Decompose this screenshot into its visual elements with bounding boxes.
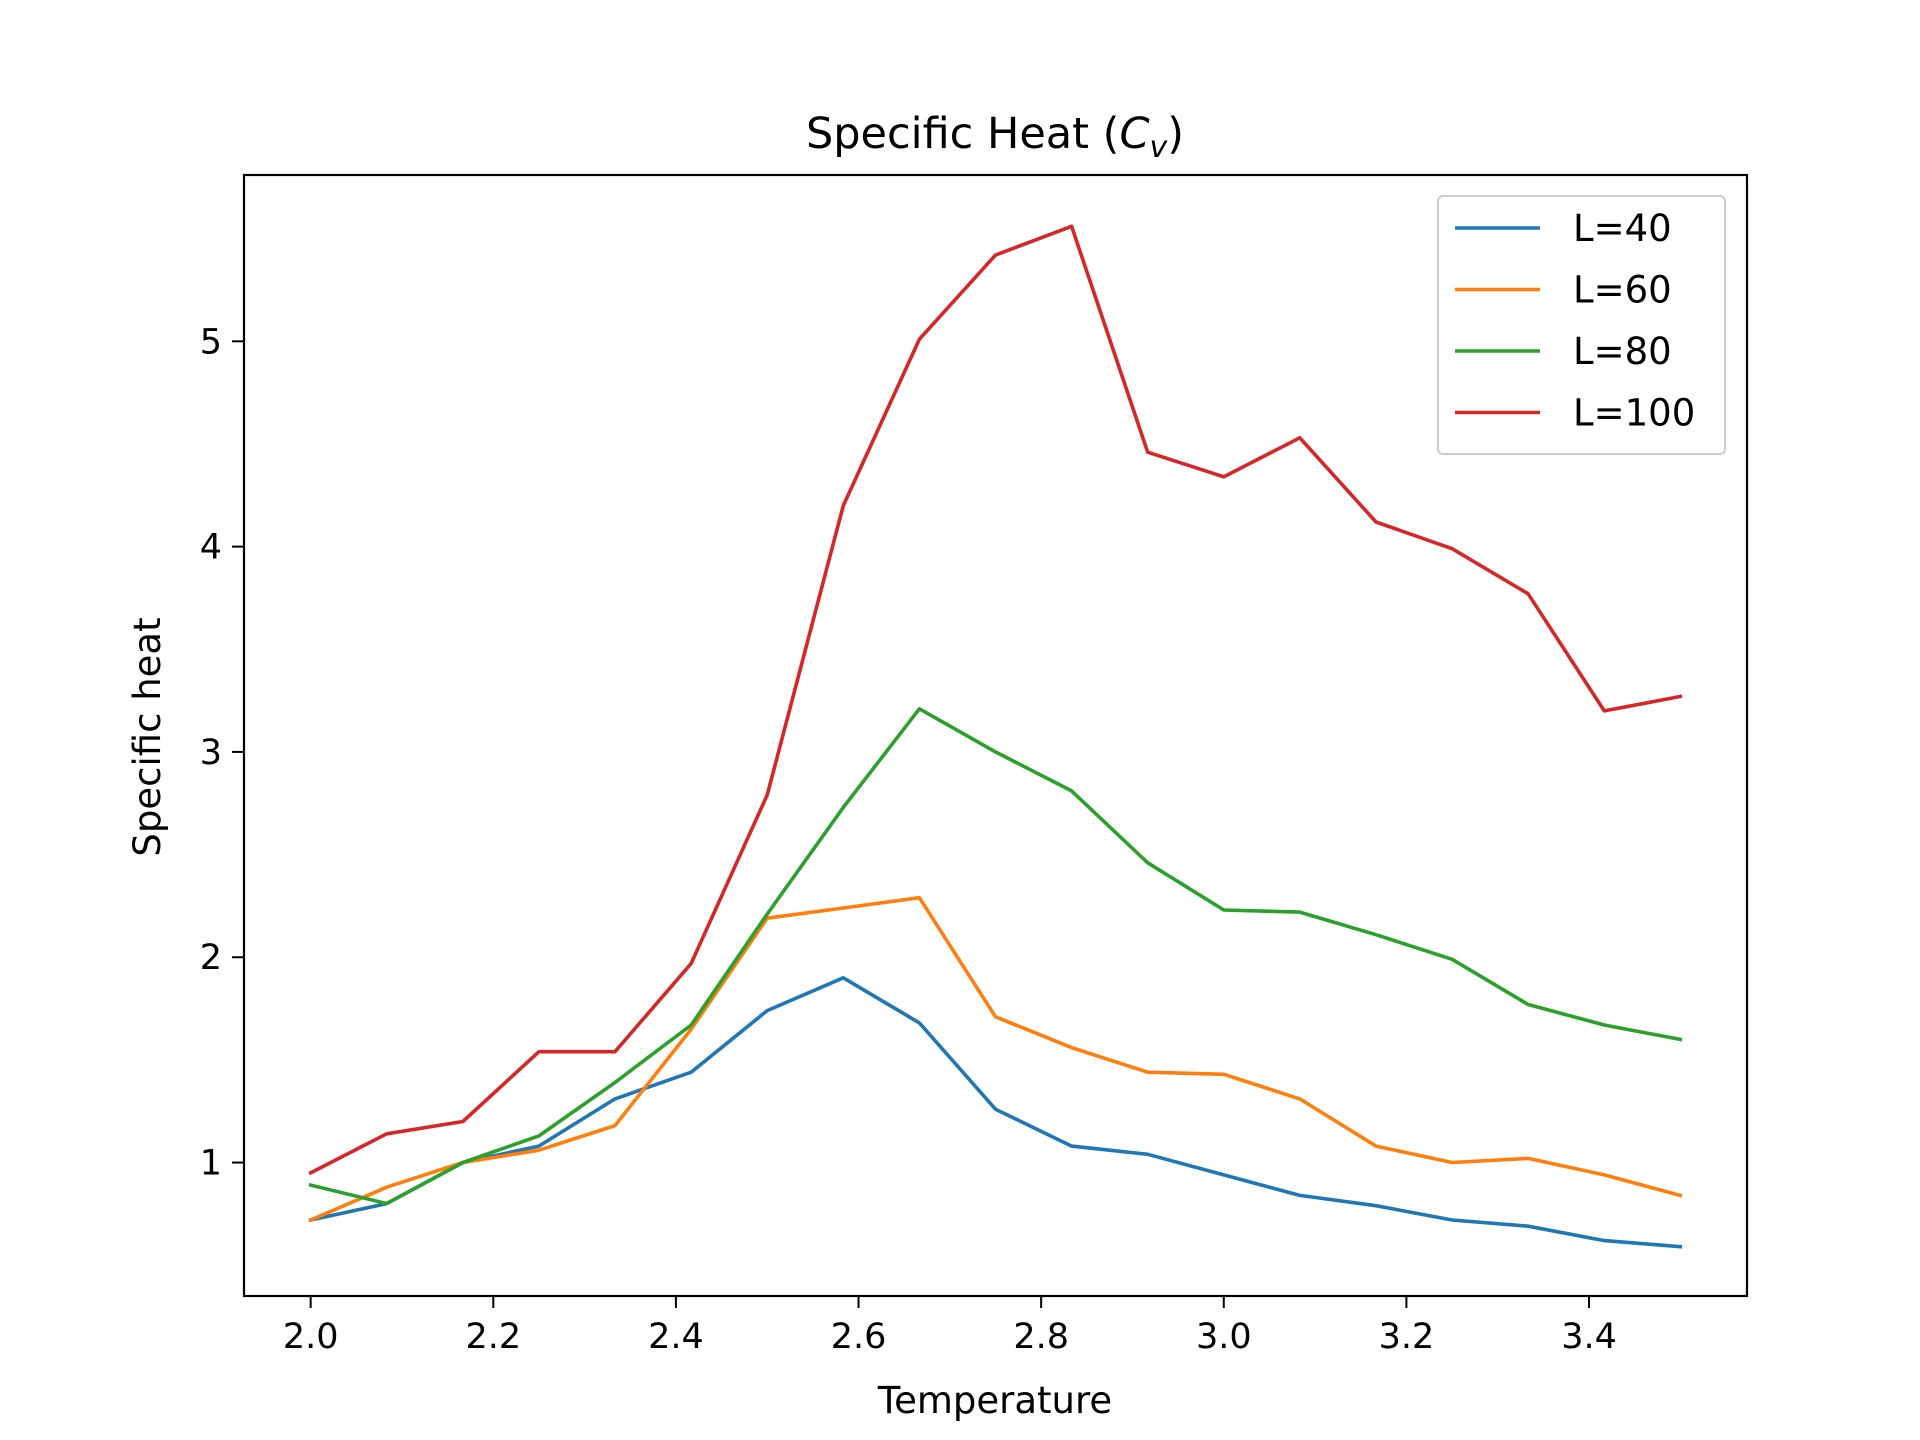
series-lines: [308, 224, 1683, 1249]
chart-title: Specific Heat (Cv): [806, 109, 1184, 165]
chart-title-text: Specific Heat (: [806, 109, 1119, 159]
y-tick-label: 2: [200, 938, 222, 978]
legend-label-l40: L=40: [1573, 207, 1672, 250]
series-line-l80: [308, 706, 1683, 1206]
x-tick-label: 3.4: [1561, 1317, 1617, 1357]
y-axis-ticks: 1 2 3 4 5: [200, 322, 244, 1184]
chart-title-subscript: v: [1149, 130, 1168, 165]
y-tick-label: 5: [200, 322, 222, 362]
x-tick-label: 2.8: [1013, 1317, 1069, 1357]
legend-label-l60: L=60: [1573, 269, 1672, 312]
x-tick-label: 2.6: [831, 1317, 887, 1357]
y-axis-label: Specific heat: [126, 617, 169, 856]
y-tick-label: 3: [200, 733, 222, 773]
chart-title-symbol: C: [1119, 109, 1149, 159]
legend: L=40 L=60 L=80 L=100: [1437, 195, 1726, 455]
chart-title-close: ): [1167, 109, 1184, 159]
series-line-l60: [308, 895, 1683, 1223]
x-axis-ticks: 2.0 2.2 2.4 2.6 2.8 3.0 3.2 3.4: [283, 1296, 1617, 1357]
legend-box: [1437, 195, 1726, 455]
x-tick-label: 3.2: [1379, 1317, 1435, 1357]
x-tick-label: 2.2: [465, 1317, 521, 1357]
y-tick-label: 1: [200, 1144, 222, 1184]
x-tick-label: 2.0: [283, 1317, 339, 1357]
x-tick-label: 2.4: [648, 1317, 704, 1357]
series-line-l100: [308, 224, 1683, 1176]
legend-label-l100: L=100: [1573, 392, 1695, 435]
legend-label-l80: L=80: [1573, 330, 1672, 373]
plot-area-frame: [242, 173, 1749, 1298]
series-line-l40: [308, 975, 1683, 1249]
y-tick-label: 4: [200, 528, 222, 568]
x-tick-label: 3.0: [1196, 1317, 1252, 1357]
x-axis-label: Temperature: [877, 1379, 1112, 1422]
